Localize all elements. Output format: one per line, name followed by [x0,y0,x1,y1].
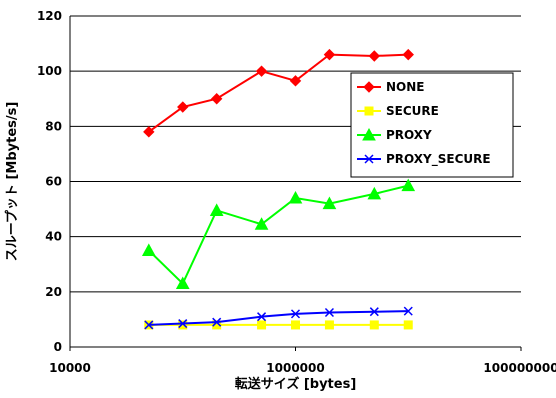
data-point-proxy-secure [212,317,222,327]
data-point-proxy [401,178,416,192]
legend-label: PROXY_SECURE [386,152,491,167]
y-tick-label: 120 [37,9,62,23]
data-point-secure [324,320,334,330]
data-point-proxy-secure [403,306,413,316]
x-marker-stroke [144,320,154,330]
data-point-none [210,93,223,105]
series-proxy [141,178,416,290]
data-point-secure [369,320,379,330]
data-point-proxy-secure [178,319,188,329]
x-marker-stroke [257,312,267,322]
legend-label: PROXY [386,128,432,142]
data-point-secure [257,320,267,330]
y-tick-label: 80 [45,119,62,133]
data-point-proxy [209,203,224,216]
series-proxy-secure [144,306,413,330]
legend-label: SECURE [386,104,439,118]
data-point-proxy-secure [324,307,334,318]
legend-marker [363,81,375,93]
legend-item-proxy: PROXY [357,127,432,142]
x-axis-title: 転送サイズ [bytes] [235,376,357,392]
x-marker-stroke [178,319,188,329]
axes [69,16,522,351]
y-tick-label: 60 [45,175,62,189]
series-group [141,48,416,330]
data-point-none [289,75,302,87]
series-secure [144,320,413,330]
data-point-proxy [141,243,156,256]
data-point-proxy-secure [290,309,301,319]
legend-item-none: NONE [357,80,424,94]
data-point-none [368,50,381,62]
data-point-proxy-secure [144,320,154,330]
x-marker-stroke [364,154,374,164]
y-axis-title: スループット [Mbytes/s] [5,102,20,262]
x-marker-stroke [324,307,334,318]
data-point-proxy-secure [257,312,267,322]
series-line-none [148,53,409,133]
gridlines [70,15,521,293]
data-point-proxy [367,186,382,200]
x-marker-stroke [290,309,301,319]
data-point-none [143,126,155,138]
legend-label: NONE [386,80,424,94]
y-tick-label: 100 [37,64,62,78]
data-point-none [323,48,336,61]
series-none [143,48,414,138]
data-point-proxy [254,217,269,230]
data-point-proxy [322,196,337,210]
x-marker-stroke [403,306,413,316]
data-point-proxy [288,191,303,204]
y-tick-label: 0 [54,340,62,354]
series-line-proxy [148,184,409,286]
x-tick-label: 100000000 [483,361,556,375]
legend-marker [364,154,374,164]
series-line-proxy-secure [148,310,409,326]
data-point-proxy [175,276,190,290]
legend: NONE SECURE PROXY PROXY_SECURE [350,72,514,178]
data-point-none [255,65,268,77]
data-point-secure [212,320,222,330]
x-tick-label: 1000000 [266,361,324,375]
legend-item-proxy-secure: PROXY_SECURE [357,152,491,167]
legend-marker [362,127,376,141]
data-point-secure [291,320,300,330]
data-point-secure [403,320,413,330]
data-point-proxy-secure [369,307,379,317]
axis-labels: スループット [Mbytes/s] 転送サイズ [bytes] 0 20 40 60 8… [5,9,556,392]
data-point-none [177,101,189,113]
data-point-secure [178,320,188,330]
x-marker-stroke [369,307,379,317]
legend-item-secure: SECURE [357,104,439,118]
x-marker-stroke [212,317,222,327]
y-tick-label: 20 [45,285,62,299]
y-tick-label: 40 [45,230,62,244]
data-point-none [402,48,414,61]
x-tick-label: 10000 [49,361,91,375]
legend-marker [364,106,374,116]
